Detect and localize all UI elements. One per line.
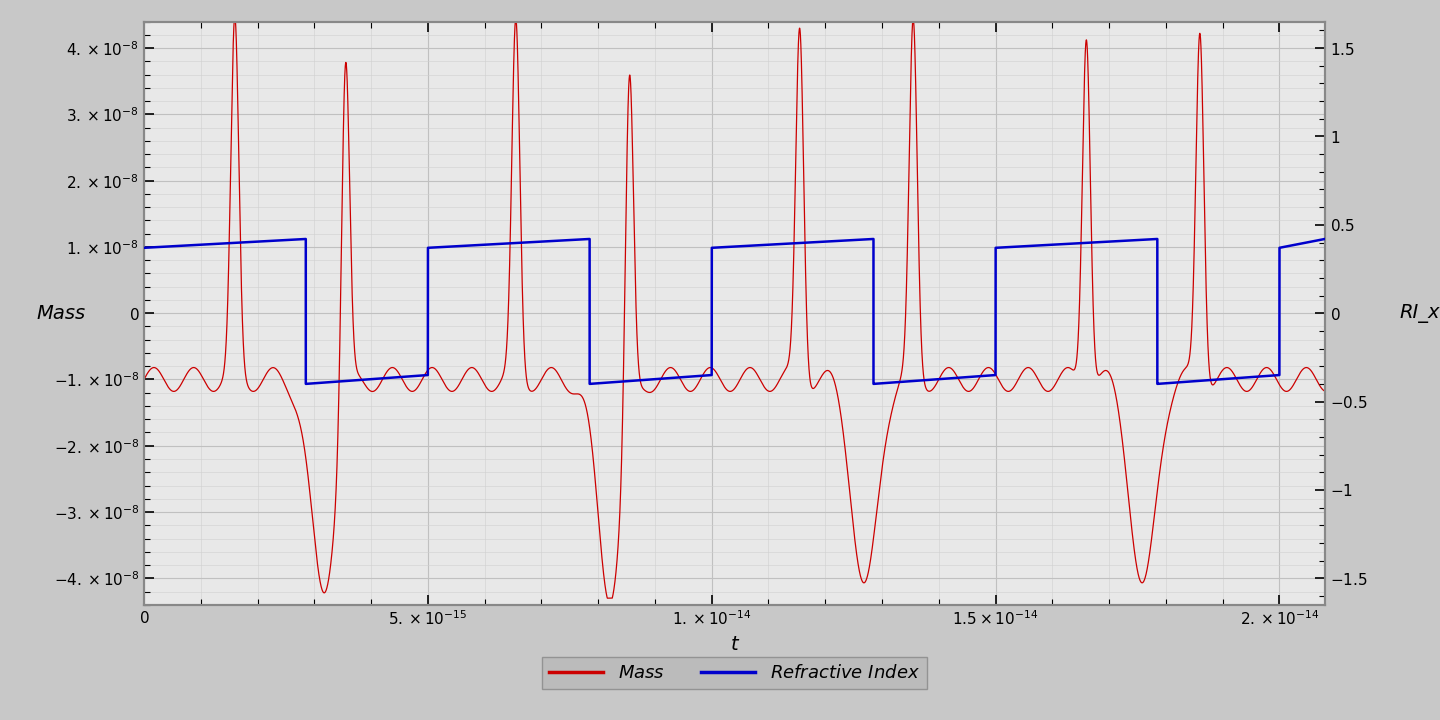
Y-axis label: RI_x: RI_x [1400,304,1440,323]
Legend: $Mass$, $Refractive\ Index$: $Mass$, $Refractive\ Index$ [541,657,927,689]
Y-axis label: Mass: Mass [37,304,86,323]
X-axis label: t: t [730,635,739,654]
